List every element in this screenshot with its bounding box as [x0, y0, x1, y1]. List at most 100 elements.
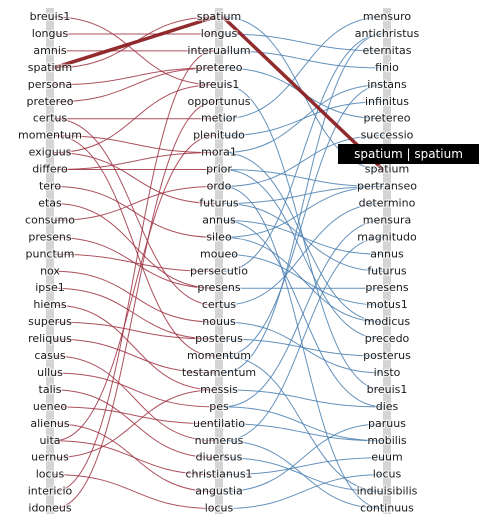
word-node[interactable]: pes: [208, 399, 230, 415]
word-node[interactable]: casus: [33, 348, 67, 364]
word-node[interactable]: posterus: [362, 348, 413, 364]
word-node[interactable]: presens: [27, 229, 73, 245]
alignment-link[interactable]: [222, 84, 384, 357]
word-node[interactable]: momentum: [17, 127, 83, 143]
word-node[interactable]: longus: [200, 26, 239, 42]
word-node[interactable]: nouus: [201, 314, 237, 330]
alignment-link[interactable]: [53, 440, 216, 476]
word-node[interactable]: pretereo: [194, 60, 244, 76]
word-node[interactable]: superus: [27, 314, 73, 330]
word-node[interactable]: prior: [205, 161, 234, 177]
word-node[interactable]: etas: [37, 195, 63, 211]
word-node[interactable]: spatium: [195, 9, 242, 25]
word-node[interactable]: precedo: [363, 331, 410, 347]
alignment-link[interactable]: [53, 101, 216, 510]
alignment-link[interactable]: [222, 236, 384, 442]
word-node[interactable]: indiuisibilis: [355, 483, 419, 499]
word-node[interactable]: pretereo: [362, 110, 412, 126]
word-node[interactable]: alienus: [29, 416, 71, 432]
word-node[interactable]: longus: [31, 26, 70, 42]
word-node[interactable]: momentum: [186, 348, 252, 364]
alignment-link[interactable]: [222, 202, 384, 306]
word-node[interactable]: consumo: [24, 212, 77, 228]
word-node[interactable]: locus: [203, 500, 234, 514]
word-node[interactable]: differo: [31, 161, 69, 177]
word-node[interactable]: mensura: [362, 212, 413, 228]
alignment-link[interactable]: [222, 84, 384, 154]
alignment-link[interactable]: [53, 186, 216, 238]
alignment-link[interactable]: [53, 202, 216, 289]
word-node[interactable]: diuersus: [194, 449, 244, 465]
alignment-link[interactable]: [222, 152, 384, 323]
word-node[interactable]: instans: [366, 77, 408, 93]
word-node[interactable]: certus: [201, 297, 238, 313]
word-node[interactable]: posterus: [194, 331, 245, 347]
word-node[interactable]: presens: [196, 280, 242, 296]
word-node[interactable]: insto: [372, 365, 402, 381]
alignment-link[interactable]: [53, 287, 216, 340]
alignment-link[interactable]: [222, 169, 384, 187]
word-node[interactable]: successio: [359, 127, 415, 143]
word-node[interactable]: metior: [200, 110, 239, 126]
alignment-link[interactable]: [53, 372, 216, 408]
alignment-link[interactable]: [222, 50, 384, 69]
word-node[interactable]: locus: [34, 466, 65, 482]
word-node[interactable]: uernus: [30, 449, 71, 465]
word-node[interactable]: breuis1: [28, 9, 71, 25]
alignment-link[interactable]: [53, 135, 216, 154]
word-node[interactable]: dies: [374, 399, 399, 415]
alignment-link[interactable]: [222, 135, 384, 187]
word-node[interactable]: presens: [364, 280, 410, 296]
word-node[interactable]: messis: [199, 382, 240, 398]
alignment-link[interactable]: [222, 253, 384, 306]
word-node[interactable]: nox: [39, 263, 62, 279]
alignment-link[interactable]: [53, 270, 216, 323]
alignment-link[interactable]: [222, 33, 384, 374]
alignment-link[interactable]: [53, 50, 216, 493]
alignment-link[interactable]: [53, 135, 216, 442]
alignment-link[interactable]: [53, 406, 216, 425]
word-node[interactable]: futurus: [198, 195, 240, 211]
word-node[interactable]: eternitas: [361, 43, 413, 59]
word-node[interactable]: finio: [374, 60, 400, 76]
word-node[interactable]: amnis: [32, 43, 68, 59]
word-node[interactable]: breuis1: [197, 77, 240, 93]
alignment-link[interactable]: [222, 33, 384, 52]
word-node[interactable]: idoneus: [27, 500, 73, 514]
alignment-link[interactable]: [222, 219, 384, 408]
alignment-link[interactable]: [222, 389, 384, 408]
word-node[interactable]: continuus: [359, 500, 416, 514]
word-node[interactable]: sileo: [205, 229, 233, 245]
word-node[interactable]: magnitudo: [356, 229, 418, 245]
alignment-link[interactable]: [222, 16, 384, 120]
word-node[interactable]: hiems: [32, 297, 68, 313]
alignment-link[interactable]: [53, 152, 216, 204]
word-node[interactable]: ullus: [36, 365, 65, 381]
alignment-link[interactable]: [53, 389, 216, 459]
word-node[interactable]: motus1: [365, 297, 409, 313]
word-node[interactable]: persona: [27, 77, 74, 93]
word-node[interactable]: mora1: [200, 144, 238, 160]
word-node[interactable]: intericio: [26, 483, 73, 499]
word-node[interactable]: interuallum: [186, 43, 252, 59]
word-node[interactable]: ipse1: [34, 280, 66, 296]
word-node[interactable]: uita: [38, 433, 62, 449]
highlighted-link[interactable]: [53, 15, 216, 70]
alignment-link[interactable]: [222, 423, 384, 442]
word-node[interactable]: christianus1: [184, 466, 254, 482]
alignment-link[interactable]: [222, 440, 384, 510]
alignment-link[interactable]: [53, 304, 216, 391]
alignment-link[interactable]: [53, 338, 216, 374]
word-node[interactable]: exiguus: [27, 144, 73, 160]
word-node[interactable]: pertranseo: [356, 178, 419, 194]
alignment-link[interactable]: [222, 423, 384, 493]
word-node[interactable]: punctum: [24, 246, 75, 261]
word-node[interactable]: moueo: [199, 246, 240, 261]
alignment-link[interactable]: [222, 186, 384, 204]
alignment-link[interactable]: [53, 355, 216, 442]
word-node[interactable]: breuis1: [365, 382, 408, 398]
alignment-link[interactable]: [222, 33, 384, 272]
word-node[interactable]: pretereo: [25, 94, 75, 110]
alignment-link[interactable]: [53, 186, 216, 221]
word-node[interactable]: spatium: [363, 161, 410, 177]
